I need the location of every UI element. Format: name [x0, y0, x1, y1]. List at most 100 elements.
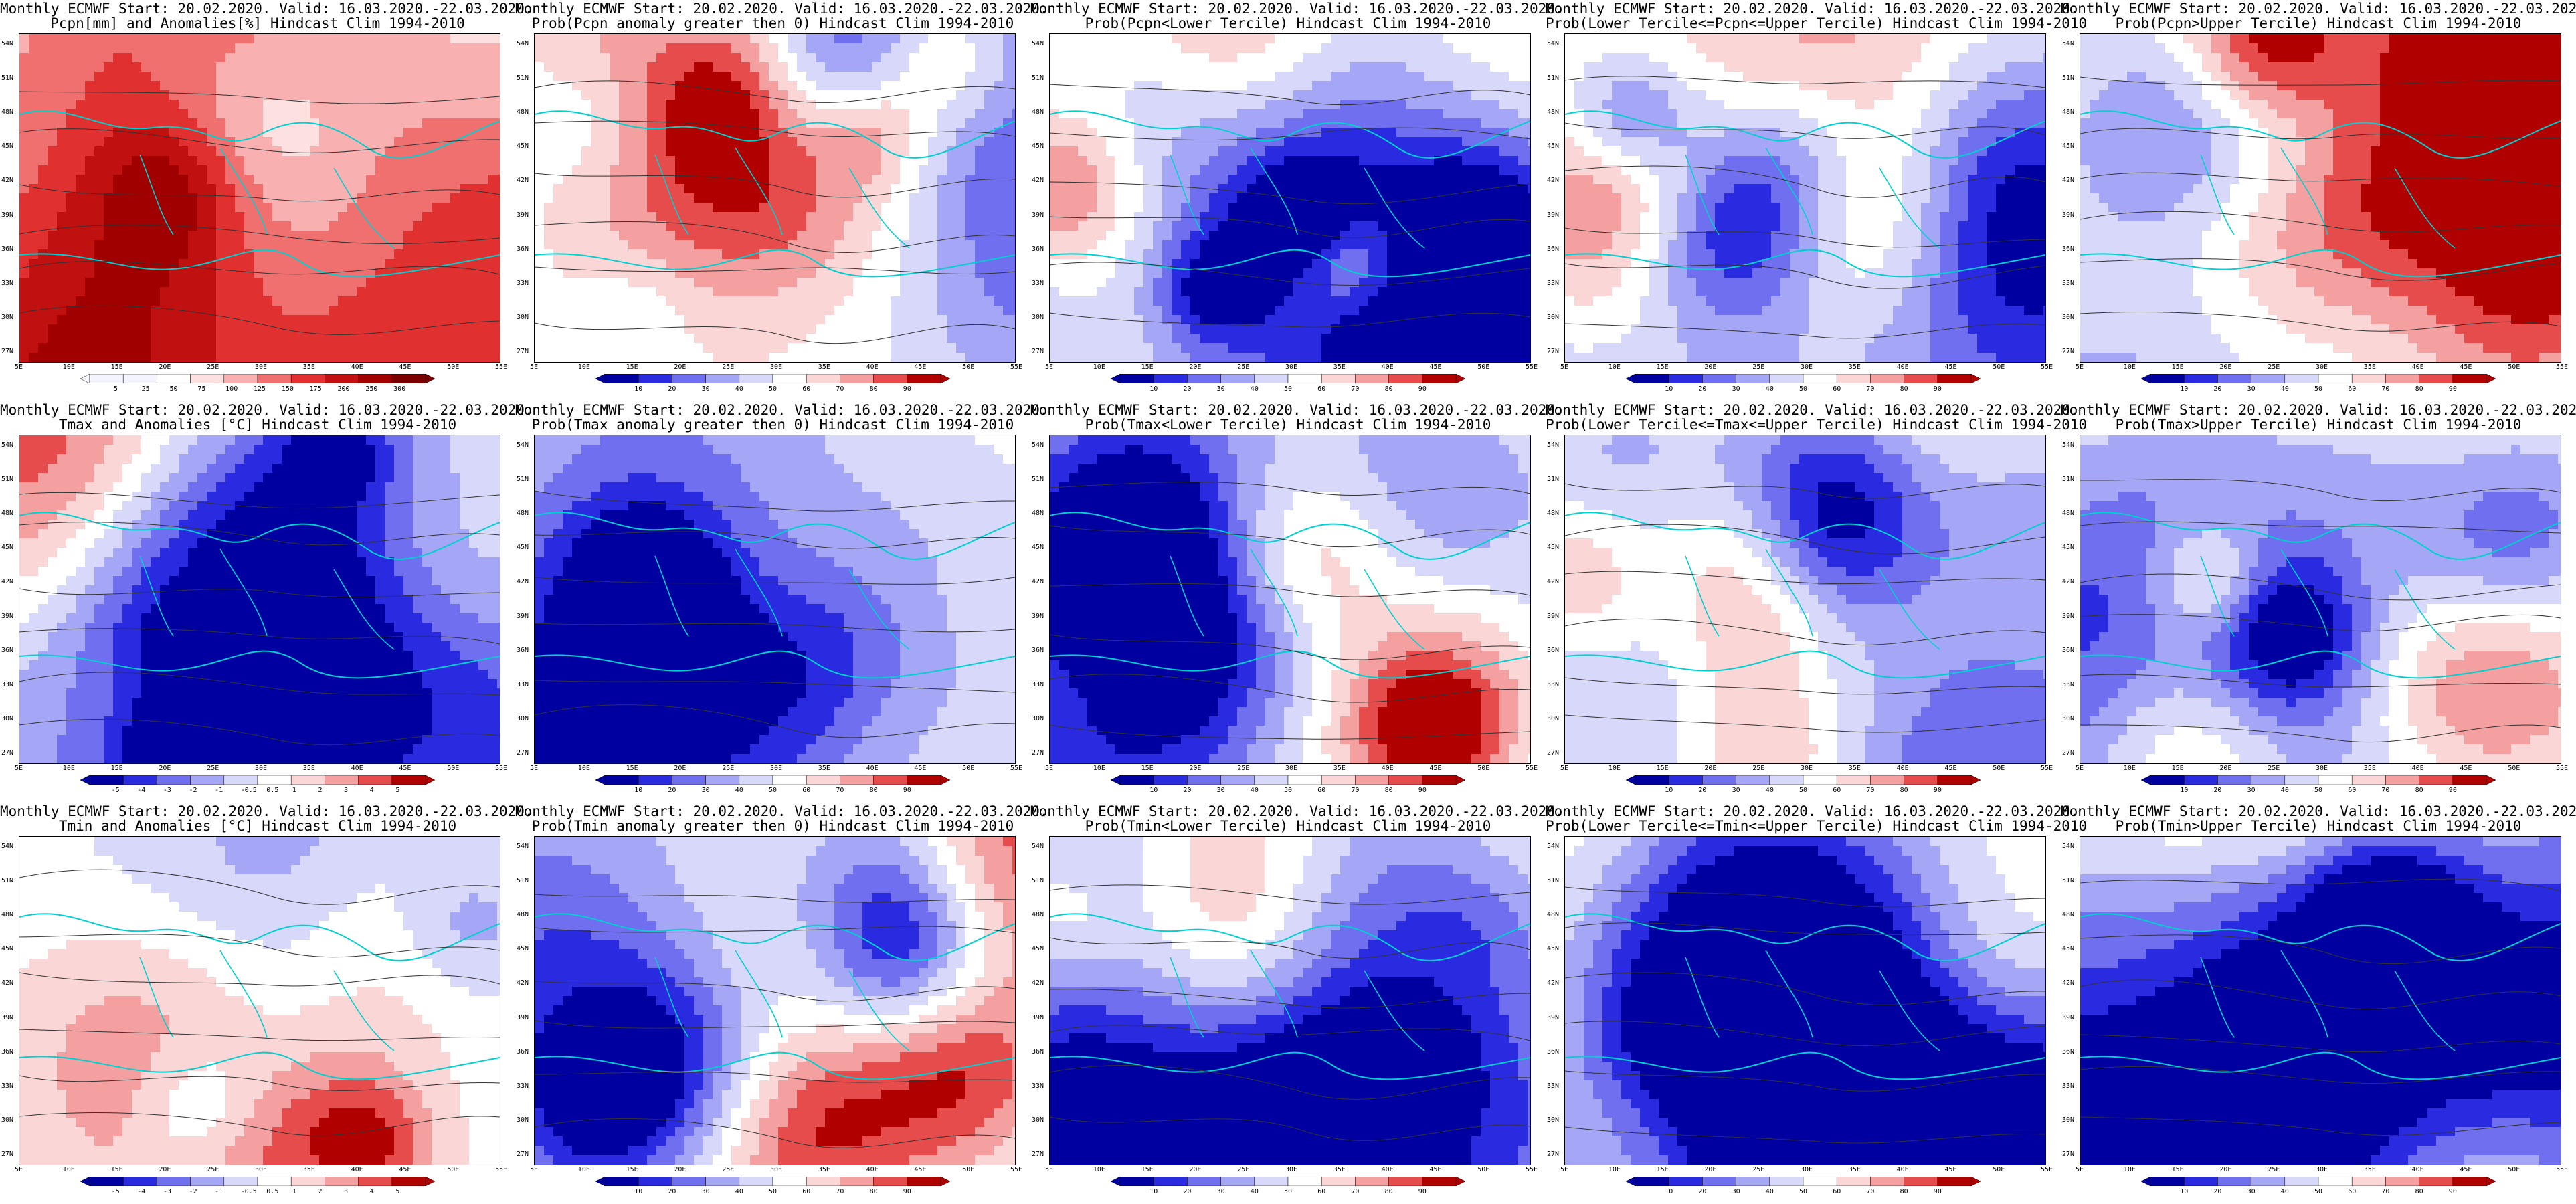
map-field [534, 33, 1016, 363]
lon-label: 30E [770, 363, 782, 371]
lat-label: 45N [1547, 544, 1559, 551]
panel-title-line2: Pcpn[mm] and Anomalies[%] Hindcast Clim … [0, 16, 515, 31]
lat-label: 33N [517, 681, 529, 688]
lat-label: 27N [517, 749, 529, 757]
lat-label: 51N [1032, 476, 1044, 483]
lon-label: 40E [1382, 765, 1394, 772]
lon-label: 55E [495, 1166, 507, 1173]
lon-label: 20E [1704, 1166, 1716, 1173]
lat-label: 33N [1032, 1082, 1044, 1090]
lon-label: 20E [1189, 363, 1201, 371]
lat-label: 30N [1547, 314, 1559, 321]
lat-label: 48N [517, 911, 529, 918]
colorbar [2140, 373, 2496, 384]
lat-label: 30N [1032, 314, 1044, 321]
colorbar [2140, 775, 2496, 785]
colorbar-tick-label: 0.5 [266, 1188, 278, 1195]
colorbar-tick-label: 60 [1317, 787, 1325, 794]
lon-label: 5E [15, 363, 23, 371]
colorbar-tick-label: 3 [344, 1188, 348, 1195]
lon-label: 30E [2316, 765, 2328, 772]
lat-label: 42N [517, 177, 529, 184]
colorbar-tick-label: -4 [137, 1188, 145, 1195]
lat-label: 54N [1547, 843, 1559, 850]
lat-label: 39N [517, 211, 529, 219]
colorbar [1110, 775, 1466, 785]
lat-label: 54N [1032, 441, 1044, 449]
lat-label: 48N [1032, 510, 1044, 517]
lon-label: 50E [447, 765, 459, 772]
colorbar-tick-label: 50 [1284, 385, 1292, 393]
colorbar-tick-label: 80 [870, 1188, 878, 1195]
lat-label: 36N [1, 647, 13, 654]
colorbar-tick-label: 10 [1665, 1188, 1673, 1195]
colorbar-tick-label: 125 [254, 385, 266, 393]
colorbar-tick-label: 75 [197, 385, 205, 393]
colorbar-tick-label: 50 [1799, 787, 1807, 794]
colorbar-tick-label: 200 [338, 385, 350, 393]
lat-label: 51N [1547, 74, 1559, 82]
lon-label: 20E [1704, 765, 1716, 772]
lon-label: 25E [207, 363, 219, 371]
lon-label: 25E [1752, 1166, 1764, 1173]
forecast-panel: Monthly ECMWF Start: 20.02.2020. Valid: … [0, 0, 533, 401]
lon-label: 45E [1944, 765, 1956, 772]
colorbar-tick-label: 10 [1665, 385, 1673, 393]
colorbar-tick-label: 40 [2281, 787, 2289, 794]
lon-label: 15E [111, 765, 123, 772]
colorbar-tick-label: 60 [1317, 1188, 1325, 1195]
panel-title-line1: Monthly ECMWF Start: 20.02.2020. Valid: … [515, 403, 1048, 417]
lon-label: 25E [207, 765, 219, 772]
lon-label: 35E [1849, 1166, 1861, 1173]
colorbar-tick-label: 4 [370, 1188, 374, 1195]
lat-label: 48N [1547, 911, 1559, 918]
map-field [2080, 435, 2561, 764]
colorbar-tick-label: -1 [215, 1188, 223, 1195]
colorbar-tick-label: 60 [1833, 1188, 1841, 1195]
lon-label: 15E [2172, 765, 2184, 772]
colorbar-tick-label: 1 [292, 787, 296, 794]
panel-title-line2: Prob(Tmin>Upper Tercile) Hindcast Clim 1… [2061, 819, 2576, 833]
panel-title-line2: Prob(Lower Tercile<=Tmax<=Upper Tercile)… [1546, 417, 2087, 432]
lon-label: 5E [530, 765, 538, 772]
lat-label: 39N [517, 613, 529, 620]
lat-label: 45N [517, 945, 529, 952]
lon-label: 55E [2556, 1166, 2568, 1173]
lat-label: 54N [1, 843, 13, 850]
lat-label: 27N [1, 749, 13, 757]
lat-label: 36N [517, 1048, 529, 1056]
colorbar-tick-label: 2 [318, 1188, 323, 1195]
lon-label: 45E [2460, 1166, 2472, 1173]
colorbar [1110, 373, 1466, 384]
panel-title-line1: Monthly ECMWF Start: 20.02.2020. Valid: … [1546, 1, 2079, 16]
colorbar-tick-label: 30 [702, 385, 710, 393]
lon-label: 35E [303, 765, 315, 772]
colorbar-tick-label: 10 [634, 787, 642, 794]
colorbar-tick-label: 50 [1284, 1188, 1292, 1195]
panel-title-line2: Tmax and Anomalies [°C] Hindcast Clim 19… [0, 417, 515, 432]
colorbar-tick-label: 70 [836, 385, 844, 393]
lat-label: 27N [1547, 348, 1559, 355]
lat-label: 33N [517, 1082, 529, 1090]
colorbar-tick-label: 20 [1183, 385, 1191, 393]
colorbar-tick-label: 80 [870, 787, 878, 794]
lat-label: 42N [2062, 578, 2074, 585]
lon-label: 25E [722, 765, 734, 772]
colorbar-tick-label: 40 [735, 787, 743, 794]
lon-label: 50E [1477, 363, 1489, 371]
lat-label: 51N [1, 74, 13, 82]
lon-label: 15E [1657, 765, 1669, 772]
lon-label: 50E [2508, 363, 2520, 371]
colorbar-tick-label: 80 [1385, 385, 1393, 393]
colorbar-tick-label: 20 [2213, 385, 2221, 393]
lat-label: 45N [1, 142, 13, 150]
lat-label: 54N [1547, 40, 1559, 47]
lat-label: 51N [1547, 877, 1559, 884]
lon-label: 40E [1897, 1166, 1909, 1173]
lon-label: 20E [2219, 765, 2231, 772]
lat-label: 54N [2062, 40, 2074, 47]
panel-title-line2: Prob(Lower Tercile<=Pcpn<=Upper Tercile)… [1546, 16, 2087, 31]
lat-label: 39N [1547, 1014, 1559, 1021]
colorbar-tick-label: -3 [163, 1188, 171, 1195]
colorbar-tick-label: 40 [1766, 1188, 1774, 1195]
